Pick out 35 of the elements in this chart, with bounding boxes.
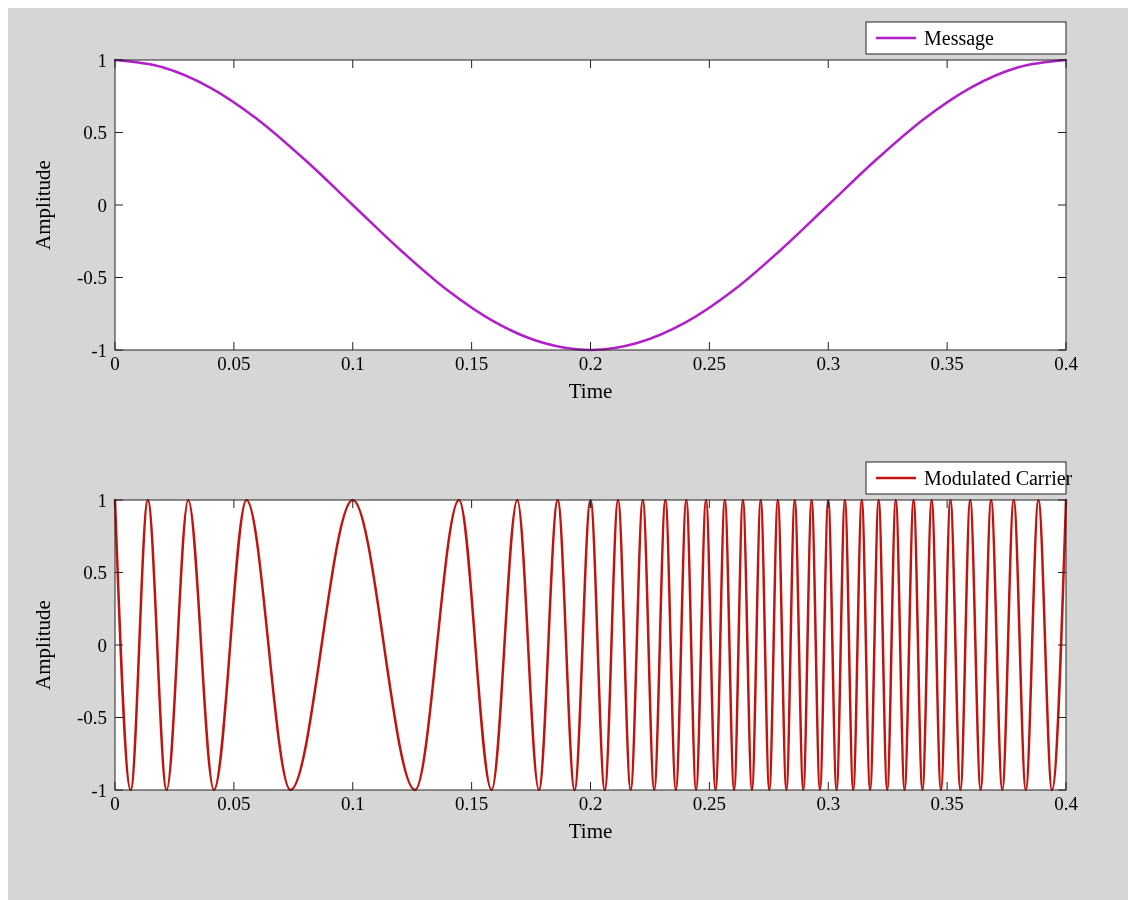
- x-tick-label: 0.05: [217, 793, 251, 814]
- x-tick-label: 0.15: [455, 353, 489, 374]
- legend-label: Message: [924, 27, 995, 50]
- x-tick-label: 0.35: [930, 353, 964, 374]
- y-tick-label: 0.5: [83, 562, 107, 584]
- x-tick-label: 0.1: [340, 793, 365, 814]
- x-tick-label: 0.3: [816, 793, 841, 814]
- x-tick-label: 0.2: [578, 353, 603, 374]
- y-tick-label: -1: [91, 779, 107, 801]
- legend-label: Modulated Carrier: [924, 467, 1073, 489]
- y-axis-title: Amplitude: [31, 600, 55, 690]
- x-tick-label: 0.4: [1054, 793, 1079, 814]
- y-axis-title: Amplitude: [31, 160, 55, 250]
- x-tick-label: 0: [110, 793, 120, 814]
- x-tick-label: 0.1: [340, 353, 365, 374]
- x-axis-title: Time: [568, 819, 613, 843]
- y-tick-label: -0.5: [76, 267, 107, 289]
- x-tick-label: 0.3: [816, 353, 841, 374]
- y-tick-label: -0.5: [76, 707, 107, 729]
- x-tick-label: 0.35: [930, 793, 964, 814]
- x-tick-label: 0.25: [692, 793, 726, 814]
- y-tick-label: 0: [97, 634, 107, 656]
- x-tick-label: 0.2: [578, 793, 603, 814]
- x-tick-label: 0.25: [692, 353, 726, 374]
- y-tick-label: 1: [97, 489, 107, 511]
- y-tick-label: 0: [97, 194, 107, 216]
- y-tick-label: 0.5: [83, 122, 107, 144]
- line-series: [113, 58, 1068, 352]
- x-tick-label: 0.4: [1054, 353, 1079, 374]
- y-tick-label: 1: [97, 49, 107, 71]
- x-axis-title: Time: [568, 379, 613, 403]
- x-tick-label: 0.15: [455, 793, 489, 814]
- y-tick-label: -1: [91, 339, 107, 361]
- x-tick-label: 0.05: [217, 353, 251, 374]
- x-tick-label: 0: [110, 353, 120, 374]
